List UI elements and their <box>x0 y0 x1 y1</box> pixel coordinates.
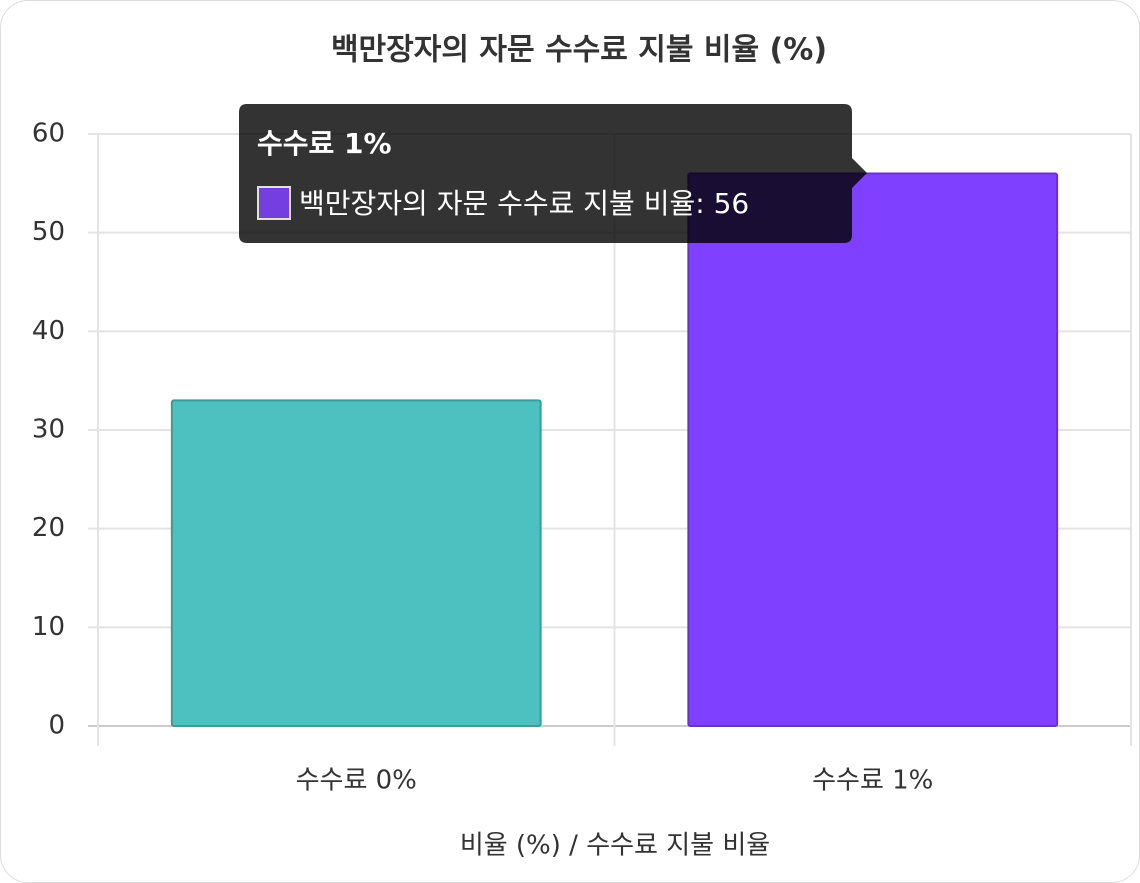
bar <box>687 172 1059 727</box>
y-tick-label: 0 <box>48 711 65 741</box>
tooltip-title: 수수료 1% <box>257 127 392 160</box>
y-tick-label: 50 <box>32 217 65 247</box>
y-tick-label: 10 <box>32 612 65 642</box>
y-tick-label: 20 <box>32 513 65 543</box>
y-tick-label: 30 <box>32 415 65 445</box>
tooltip-text: 백만장자의 자문 수수료 지불 비율: 56 <box>299 187 749 220</box>
tooltip-box <box>239 104 867 243</box>
x-tick-label: 수수료 1% <box>812 766 933 796</box>
x-tick-label: 수수료 0% <box>296 766 417 796</box>
tooltip: 수수료 1% 백만장자의 자문 수수료 지불 비율: 56 <box>239 104 867 243</box>
y-tick-label: 40 <box>32 316 65 346</box>
y-tick-label: 60 <box>32 119 65 149</box>
chart-title: 백만장자의 자문 수수료 지불 비율 (%) <box>331 33 827 68</box>
x-axis-title: 비율 (%) / 수수료 지불 비율 <box>460 831 770 861</box>
tooltip-swatch <box>257 186 291 220</box>
bar <box>170 399 542 727</box>
